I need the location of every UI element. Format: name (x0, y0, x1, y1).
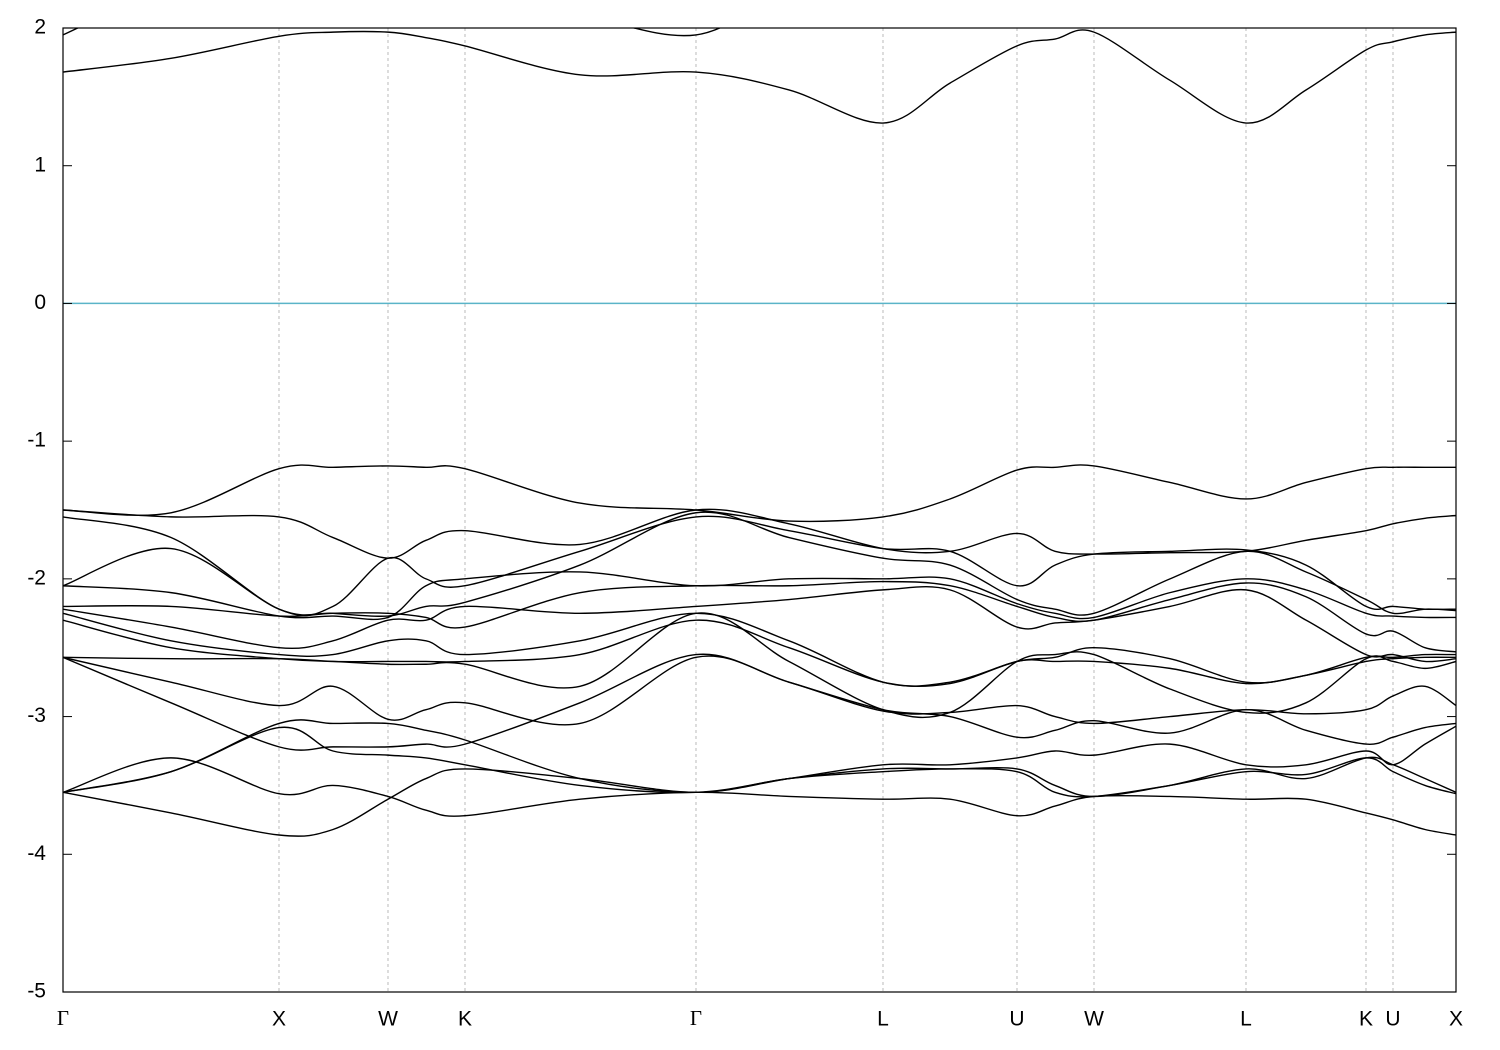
x-tick-label: X (272, 1008, 286, 1031)
x-tick-label: X (1449, 1008, 1463, 1031)
band-line (63, 619, 1456, 688)
band-line (63, 29, 1456, 124)
bands (63, 28, 1456, 837)
band-line (63, 464, 1456, 523)
y-tick-label: 0 (34, 291, 46, 314)
y-tick-label: -5 (27, 980, 46, 1003)
x-tick-label: U (1009, 1008, 1024, 1031)
plot-frame (62, 27, 1457, 993)
x-tick-label: W (378, 1008, 398, 1031)
band-line (63, 511, 1456, 617)
band-line (63, 719, 1456, 794)
x-tick-label: K (458, 1008, 472, 1031)
y-tick-label: -1 (27, 429, 46, 452)
y-tick-label: -4 (27, 842, 46, 865)
band-line (63, 28, 722, 37)
y-tick-label: -2 (27, 566, 46, 589)
band-line (63, 726, 1456, 798)
y-tick-label: 1 (34, 153, 46, 176)
x-tick-label: L (877, 1008, 889, 1031)
grid (62, 28, 1457, 992)
x-tick-label: U (1385, 1008, 1400, 1031)
band-line (63, 580, 1456, 653)
x-tick-label: Γ (690, 1006, 702, 1030)
x-tick-label: Γ (57, 1006, 69, 1030)
band-line (63, 515, 1456, 617)
x-tick-label: L (1240, 1008, 1252, 1031)
y-tick-label: -3 (27, 704, 46, 727)
y-tick-label: 2 (34, 16, 46, 39)
band-line (63, 612, 1456, 687)
x-tick-label: W (1084, 1008, 1104, 1031)
x-tick-label: K (1359, 1008, 1373, 1031)
band-line (63, 571, 1456, 621)
band-line (63, 757, 1456, 836)
band-line (63, 586, 1456, 663)
band-line (63, 653, 1456, 751)
band-line (63, 757, 1456, 837)
band-line (63, 612, 1456, 719)
band-line (63, 655, 1456, 726)
